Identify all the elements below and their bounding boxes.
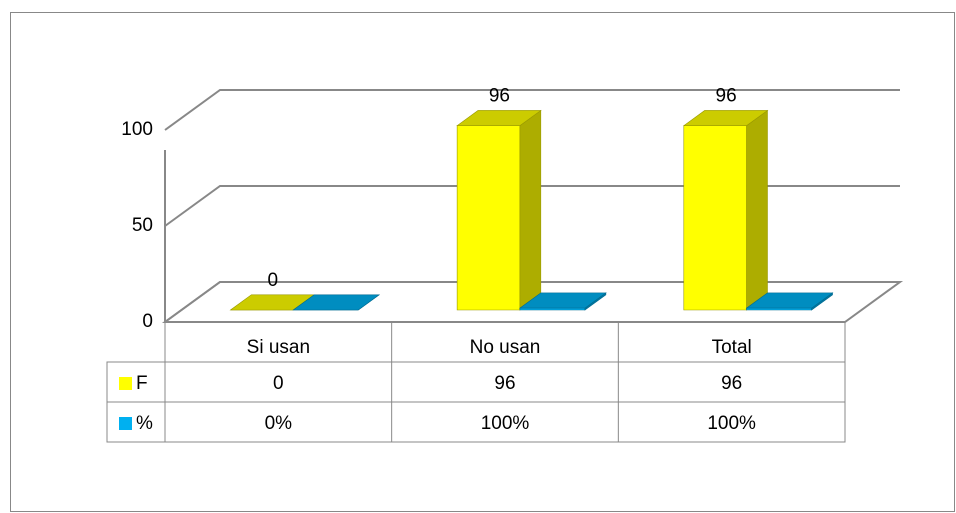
x-tick-label: Total: [712, 337, 752, 358]
table-cell: 100%: [481, 413, 530, 434]
bar-top: [456, 110, 542, 126]
data-label: 96: [716, 85, 737, 106]
bar-front: [683, 125, 747, 311]
bar-top: [745, 292, 834, 309]
y-tick-label: 100: [121, 119, 153, 140]
bar: [745, 292, 834, 311]
bar-top: [682, 110, 769, 126]
bar-side: [519, 109, 542, 311]
bar-front: [456, 125, 521, 311]
bar: [456, 109, 542, 311]
legend-marker: [119, 377, 132, 390]
legend-marker: [119, 417, 132, 430]
table-cell: 96: [494, 373, 515, 394]
table-cell: 0%: [265, 413, 293, 434]
grid-line: [164, 281, 900, 323]
y-tick-label: 0: [142, 311, 153, 332]
grid-line: [164, 185, 900, 227]
x-tick-label: No usan: [470, 337, 541, 358]
table-cell: 0: [273, 373, 284, 394]
y-tick-label: 50: [132, 215, 153, 236]
bar-side: [746, 109, 768, 311]
bar: [518, 292, 607, 311]
bar-top: [292, 294, 381, 311]
table-cell: 96: [721, 373, 742, 394]
data-label: 0: [267, 270, 278, 291]
data-label: 96: [489, 85, 510, 106]
legend-label: %: [136, 413, 153, 434]
x-tick-label: Si usan: [247, 337, 310, 358]
bar: [292, 294, 381, 311]
table-cell: 100%: [707, 413, 756, 434]
bar-top: [518, 292, 607, 309]
bar: [682, 109, 769, 311]
grid-line: [164, 89, 900, 131]
legend-label: F: [136, 373, 148, 394]
